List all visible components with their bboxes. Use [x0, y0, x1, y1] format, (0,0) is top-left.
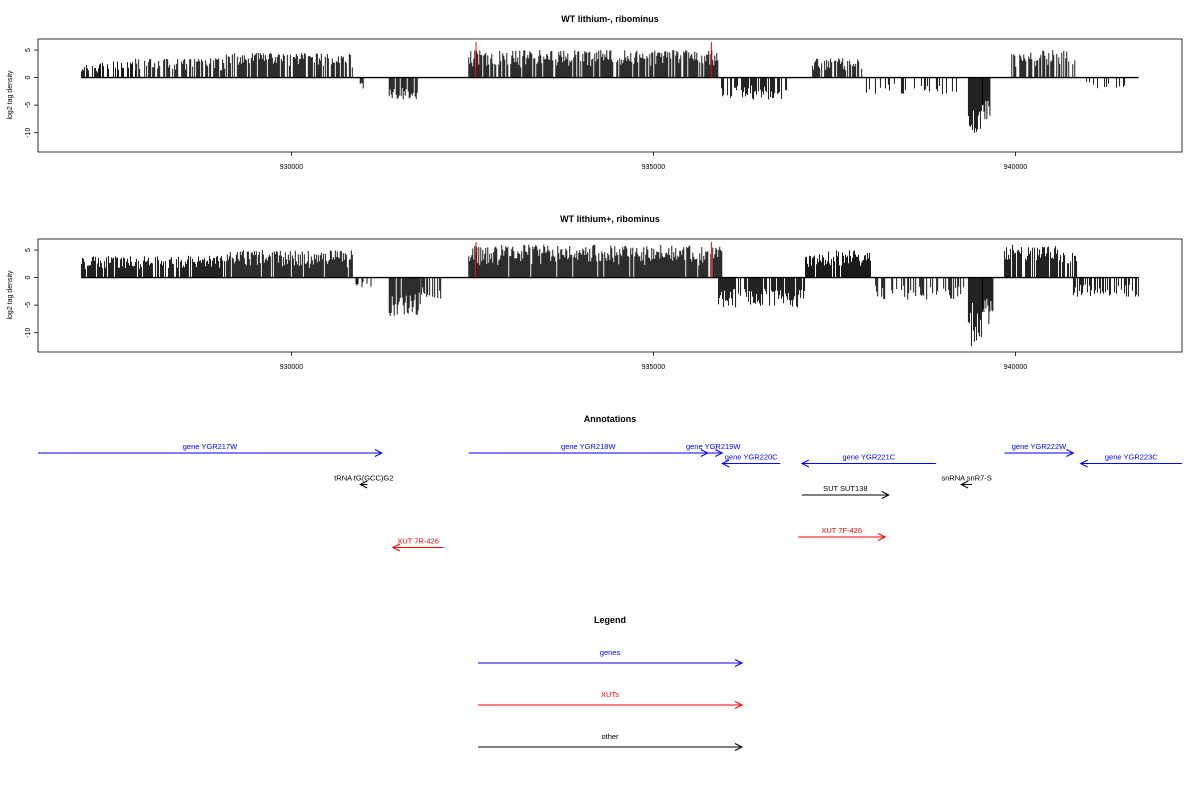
x-tick-label: 935000 — [642, 364, 665, 371]
annotation-label: gene YGR221C — [842, 453, 895, 462]
x-axis: 930000 935000 940000 — [280, 352, 1027, 371]
x-tick-label: 940000 — [1004, 164, 1027, 171]
y-tick-label: -5 — [25, 102, 32, 108]
plot-frame — [37, 238, 1183, 353]
legend-title: Legend — [594, 615, 626, 625]
region-markers — [475, 242, 712, 278]
y-tick-label: -5 — [25, 302, 32, 308]
legend-label: XUTs — [601, 690, 619, 699]
feature-arrow-head — [877, 533, 887, 541]
x-tick-label: 930000 — [280, 164, 303, 171]
annotation-label: gene YGR219W — [686, 442, 741, 451]
annotation-feature: gene YGR219W — [686, 442, 741, 457]
legend-entry: genes — [478, 648, 744, 667]
annotation-features: gene YGR217W gene YGR218W gene YGR219W gene… — [38, 442, 1182, 552]
annotation-label: XUT 7F-426 — [821, 526, 862, 535]
feature-arrow-head — [881, 491, 890, 499]
annotation-feature: gene YGR222W — [1004, 442, 1075, 457]
annotation-feature: snRNA snR7-S — [941, 474, 992, 489]
feature-arrow-head — [960, 480, 969, 489]
feature-arrow-head — [715, 449, 724, 457]
feature-arrow-head — [734, 659, 744, 667]
annotation-track: Annotations gene YGR217W gene YGR218W gene… — [38, 414, 1182, 552]
annotation-feature: SUT SUT138 — [801, 484, 890, 499]
legend-label: genes — [600, 648, 621, 657]
feature-arrow-head — [1079, 459, 1088, 468]
x-axis: 930000 935000 940000 — [280, 152, 1027, 171]
feature-arrow-head — [374, 449, 384, 457]
feature-arrow-head — [1066, 449, 1075, 457]
annotation-label: gene YGR217W — [183, 442, 238, 451]
x-tick-label: 940000 — [1004, 364, 1027, 371]
y-axis: 5 0 -5 -10 — [25, 48, 38, 138]
track-panel-lithium-minus: WT lithium-, ribominus log2 tag density … — [7, 14, 1183, 171]
feature-arrow-head — [359, 480, 368, 489]
feature-arrow-head — [734, 743, 744, 751]
annotation-label: gene YGR223C — [1105, 453, 1158, 462]
region-markers — [475, 42, 712, 78]
feature-arrow-head — [734, 701, 744, 709]
annotation-feature: gene YGR221C — [800, 453, 936, 468]
y-axis-label: log2 tag density — [7, 270, 14, 320]
y-tick-label: -10 — [25, 328, 32, 338]
feature-arrow-head — [391, 543, 401, 552]
y-axis: 5 0 -5 -10 — [25, 248, 38, 338]
legend-entries: genes XUTs other — [478, 648, 744, 751]
y-tick-label: 5 — [25, 248, 32, 252]
annotation-label: XUT 7R-426 — [397, 537, 439, 546]
y-tick-label: 5 — [25, 48, 32, 52]
annotation-feature: tRNA tG(GCC)G2 — [334, 474, 393, 489]
annotation-feature: gene YGR217W — [38, 442, 384, 457]
legend-label: other — [601, 732, 619, 741]
x-tick-label: 930000 — [280, 364, 303, 371]
feature-arrow-head — [721, 459, 730, 468]
annotation-feature: XUT 7R-426 — [391, 537, 444, 552]
y-tick-label: 0 — [25, 76, 32, 80]
annotation-label: gene YGR220C — [725, 453, 778, 462]
annotation-label: snRNA snR7-S — [941, 474, 991, 483]
density-bars — [80, 50, 1139, 133]
y-axis-label: log2 tag density — [7, 70, 14, 120]
annotation-feature: gene YGR218W — [468, 442, 709, 457]
annotation-label: gene YGR222W — [1012, 442, 1067, 451]
annotation-feature: gene YGR220C — [721, 453, 781, 468]
annotation-label: tRNA tG(GCC)G2 — [334, 474, 393, 483]
panel-title: WT lithium+, ribominus — [560, 214, 660, 224]
annotation-label: gene YGR218W — [561, 442, 616, 451]
legend-entry: other — [478, 732, 744, 751]
legend-entry: XUTs — [478, 690, 744, 709]
plot-frame — [37, 38, 1183, 153]
density-bars — [80, 244, 1139, 347]
annotations-title: Annotations — [584, 414, 637, 424]
annotation-feature: XUT 7F-426 — [798, 526, 887, 541]
y-tick-label: 0 — [25, 276, 32, 280]
annotation-feature: gene YGR223C — [1079, 453, 1182, 468]
x-tick-label: 935000 — [642, 164, 665, 171]
track-panel-lithium-plus: WT lithium+, ribominus log2 tag density … — [7, 214, 1183, 371]
legend: Legend genes XUTs other — [478, 615, 744, 751]
feature-arrow-head — [800, 459, 810, 468]
panel-title: WT lithium-, ribominus — [561, 14, 659, 24]
y-tick-label: -10 — [25, 128, 32, 138]
annotation-label: SUT SUT138 — [823, 484, 867, 493]
